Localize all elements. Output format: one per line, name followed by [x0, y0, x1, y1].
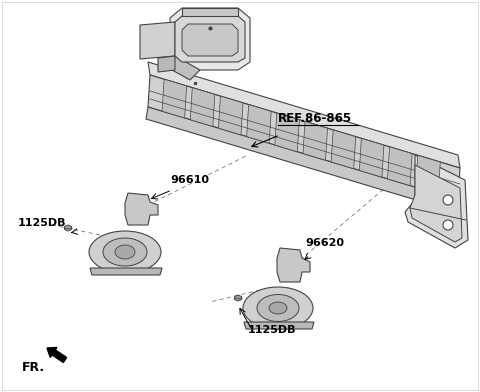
Polygon shape: [387, 147, 412, 186]
Polygon shape: [170, 8, 250, 70]
Ellipse shape: [103, 238, 147, 266]
Polygon shape: [235, 295, 241, 301]
Polygon shape: [416, 155, 440, 194]
Polygon shape: [303, 122, 327, 160]
Polygon shape: [175, 16, 245, 62]
Polygon shape: [331, 130, 356, 169]
Polygon shape: [247, 105, 271, 143]
Polygon shape: [148, 75, 460, 200]
Polygon shape: [125, 193, 158, 225]
Polygon shape: [64, 225, 72, 231]
Polygon shape: [277, 248, 310, 282]
Ellipse shape: [257, 294, 299, 321]
FancyArrow shape: [47, 347, 67, 363]
Ellipse shape: [243, 287, 313, 329]
Polygon shape: [158, 56, 175, 72]
Text: 1125DB: 1125DB: [18, 218, 67, 228]
Polygon shape: [182, 24, 238, 56]
Ellipse shape: [443, 220, 453, 230]
Text: FR.: FR.: [22, 361, 45, 374]
Polygon shape: [244, 322, 314, 329]
Ellipse shape: [115, 245, 135, 259]
Polygon shape: [148, 62, 460, 168]
Polygon shape: [275, 113, 300, 152]
Polygon shape: [146, 107, 458, 212]
Polygon shape: [405, 155, 468, 248]
Ellipse shape: [89, 231, 161, 273]
Text: REF.86-865: REF.86-865: [278, 112, 352, 125]
Text: 96620: 96620: [305, 238, 344, 248]
Polygon shape: [190, 88, 215, 127]
Polygon shape: [140, 22, 175, 59]
Polygon shape: [90, 268, 162, 275]
Polygon shape: [360, 138, 384, 177]
Polygon shape: [182, 8, 238, 16]
Polygon shape: [162, 79, 187, 118]
Polygon shape: [165, 56, 200, 80]
Ellipse shape: [269, 302, 287, 314]
Ellipse shape: [443, 195, 453, 205]
Polygon shape: [410, 165, 462, 242]
Text: 96610: 96610: [170, 175, 209, 185]
Text: 1125DB: 1125DB: [248, 325, 297, 335]
Polygon shape: [218, 96, 243, 135]
